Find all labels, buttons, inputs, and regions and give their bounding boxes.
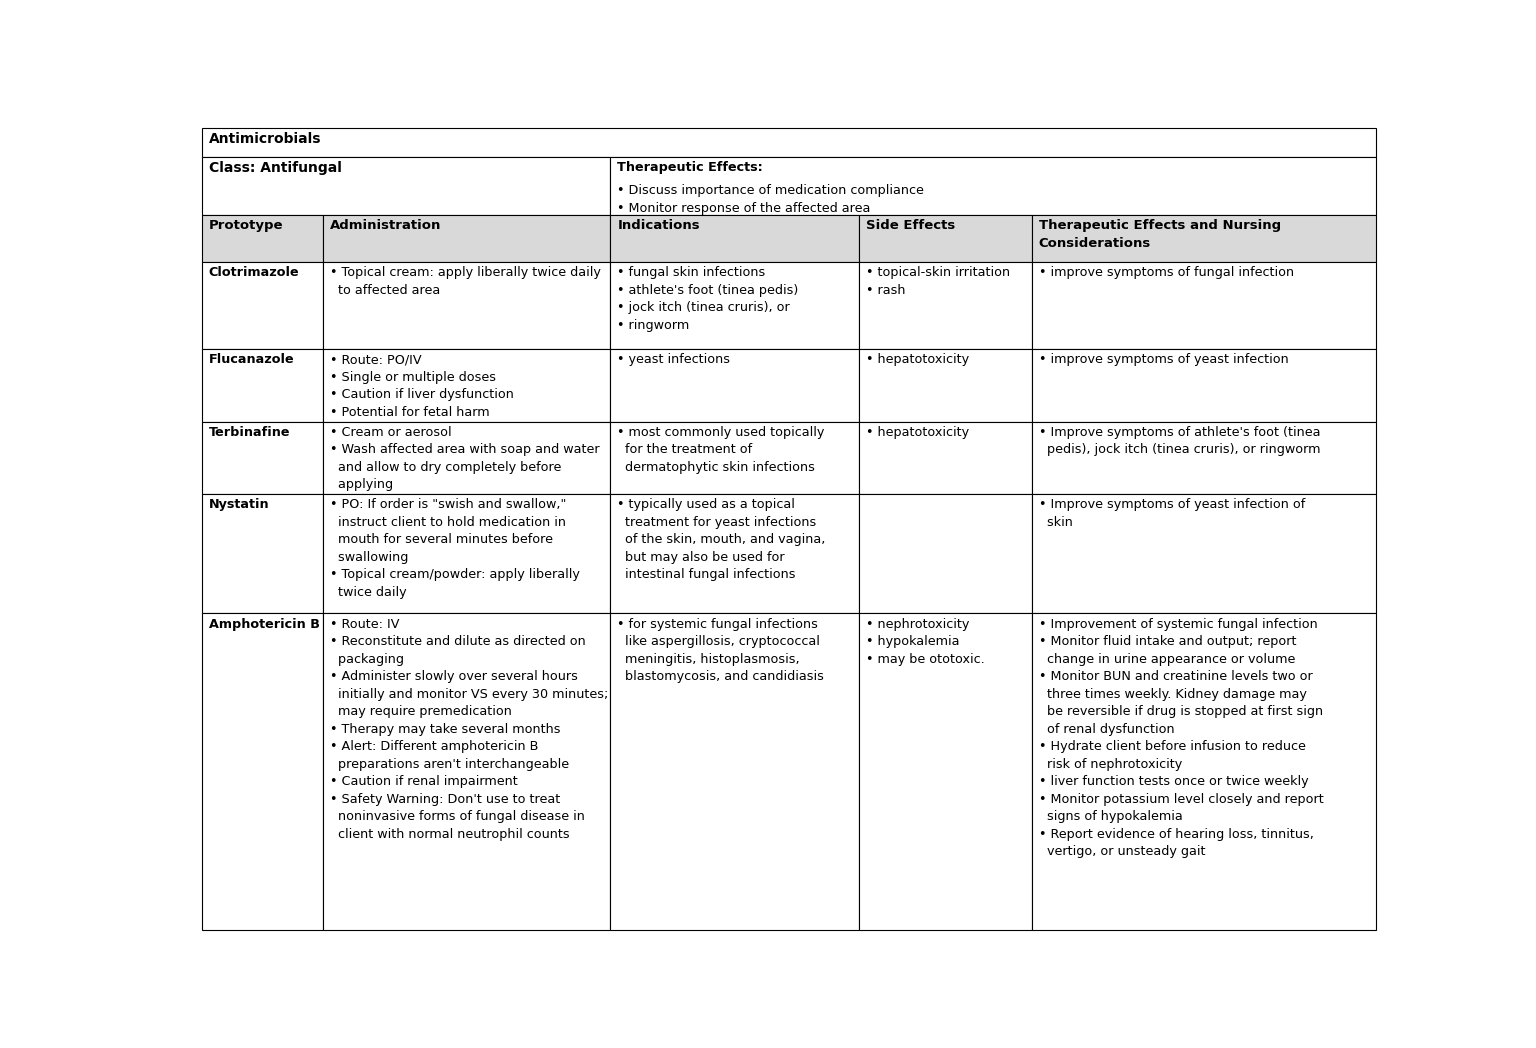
- Text: Therapeutic Effects and Nursing
Considerations: Therapeutic Effects and Nursing Consider…: [1038, 219, 1281, 249]
- Text: Clotrimazole: Clotrimazole: [209, 266, 300, 279]
- Bar: [201, 128, 1376, 157]
- Bar: [859, 349, 1032, 421]
- Text: Prototype: Prototype: [209, 219, 283, 233]
- Bar: [859, 262, 1032, 349]
- Bar: [201, 495, 323, 613]
- Text: • yeast infections: • yeast infections: [617, 353, 730, 366]
- Text: Flucanazole: Flucanazole: [209, 353, 295, 366]
- Bar: [1032, 262, 1376, 349]
- Text: Antimicrobials: Antimicrobials: [209, 132, 321, 147]
- Bar: [610, 613, 859, 931]
- Bar: [610, 421, 859, 495]
- Text: Indications: Indications: [617, 219, 700, 233]
- Text: Amphotericin B: Amphotericin B: [209, 617, 319, 631]
- Text: • hepatotoxicity: • hepatotoxicity: [866, 425, 969, 439]
- Text: • typically used as a topical
  treatment for yeast infections
  of the skin, mo: • typically used as a topical treatment …: [617, 498, 826, 582]
- Text: • Route: IV
• Reconstitute and dilute as directed on
  packaging
• Administer sl: • Route: IV • Reconstitute and dilute as…: [330, 617, 608, 840]
- Text: • PO: If order is "swish and swallow,"
  instruct client to hold medication in
 : • PO: If order is "swish and swallow," i…: [330, 498, 581, 598]
- Text: • most commonly used topically
  for the treatment of
  dermatophytic skin infec: • most commonly used topically for the t…: [617, 425, 825, 474]
- Bar: [610, 495, 859, 613]
- Bar: [201, 215, 323, 262]
- Text: Administration: Administration: [330, 219, 441, 233]
- Text: • nephrotoxicity
• hypokalemia
• may be ototoxic.: • nephrotoxicity • hypokalemia • may be …: [866, 617, 985, 665]
- Text: • Cream or aerosol
• Wash affected area with soap and water
  and allow to dry c: • Cream or aerosol • Wash affected area …: [330, 425, 599, 492]
- Text: • for systemic fungal infections
  like aspergillosis, cryptococcal
  meningitis: • for systemic fungal infections like as…: [617, 617, 825, 683]
- Bar: [1032, 495, 1376, 613]
- Bar: [610, 262, 859, 349]
- Bar: [610, 157, 1376, 215]
- Bar: [201, 349, 323, 421]
- Text: Class: Antifungal: Class: Antifungal: [209, 161, 341, 175]
- Text: • topical-skin irritation
• rash: • topical-skin irritation • rash: [866, 266, 1011, 297]
- Text: • fungal skin infections
• athlete's foot (tinea pedis)
• jock itch (tinea cruri: • fungal skin infections • athlete's foo…: [617, 266, 799, 331]
- Text: Therapeutic Effects:: Therapeutic Effects:: [617, 161, 763, 174]
- Bar: [1032, 613, 1376, 931]
- Bar: [610, 215, 859, 262]
- Text: Side Effects: Side Effects: [866, 219, 955, 233]
- Text: • Improve symptoms of yeast infection of
  skin: • Improve symptoms of yeast infection of…: [1038, 498, 1306, 528]
- Text: • Route: PO/IV
• Single or multiple doses
• Caution if liver dysfunction
• Poten: • Route: PO/IV • Single or multiple dose…: [330, 353, 515, 418]
- Text: • Topical cream: apply liberally twice daily
  to affected area: • Topical cream: apply liberally twice d…: [330, 266, 601, 297]
- Bar: [1032, 349, 1376, 421]
- Bar: [201, 157, 610, 215]
- Text: Nystatin: Nystatin: [209, 498, 269, 511]
- Bar: [1032, 215, 1376, 262]
- Text: • hepatotoxicity: • hepatotoxicity: [866, 353, 969, 366]
- Text: Terbinafine: Terbinafine: [209, 425, 290, 439]
- Bar: [323, 349, 610, 421]
- Bar: [201, 613, 323, 931]
- Bar: [610, 349, 859, 421]
- Bar: [859, 215, 1032, 262]
- Bar: [1032, 421, 1376, 495]
- Bar: [323, 495, 610, 613]
- Bar: [323, 262, 610, 349]
- Bar: [323, 613, 610, 931]
- Bar: [859, 495, 1032, 613]
- Bar: [323, 215, 610, 262]
- Text: • Improve symptoms of athlete's foot (tinea
  pedis), jock itch (tinea cruris), : • Improve symptoms of athlete's foot (ti…: [1038, 425, 1321, 456]
- Bar: [201, 262, 323, 349]
- Bar: [201, 421, 323, 495]
- Text: • improve symptoms of fungal infection: • improve symptoms of fungal infection: [1038, 266, 1293, 279]
- Bar: [859, 421, 1032, 495]
- Text: • Discuss importance of medication compliance
• Monitor response of the affected: • Discuss importance of medication compl…: [617, 184, 925, 215]
- Bar: [323, 421, 610, 495]
- Text: • Improvement of systemic fungal infection
• Monitor fluid intake and output; re: • Improvement of systemic fungal infecti…: [1038, 617, 1324, 858]
- Bar: [859, 613, 1032, 931]
- Text: • improve symptoms of yeast infection: • improve symptoms of yeast infection: [1038, 353, 1289, 366]
